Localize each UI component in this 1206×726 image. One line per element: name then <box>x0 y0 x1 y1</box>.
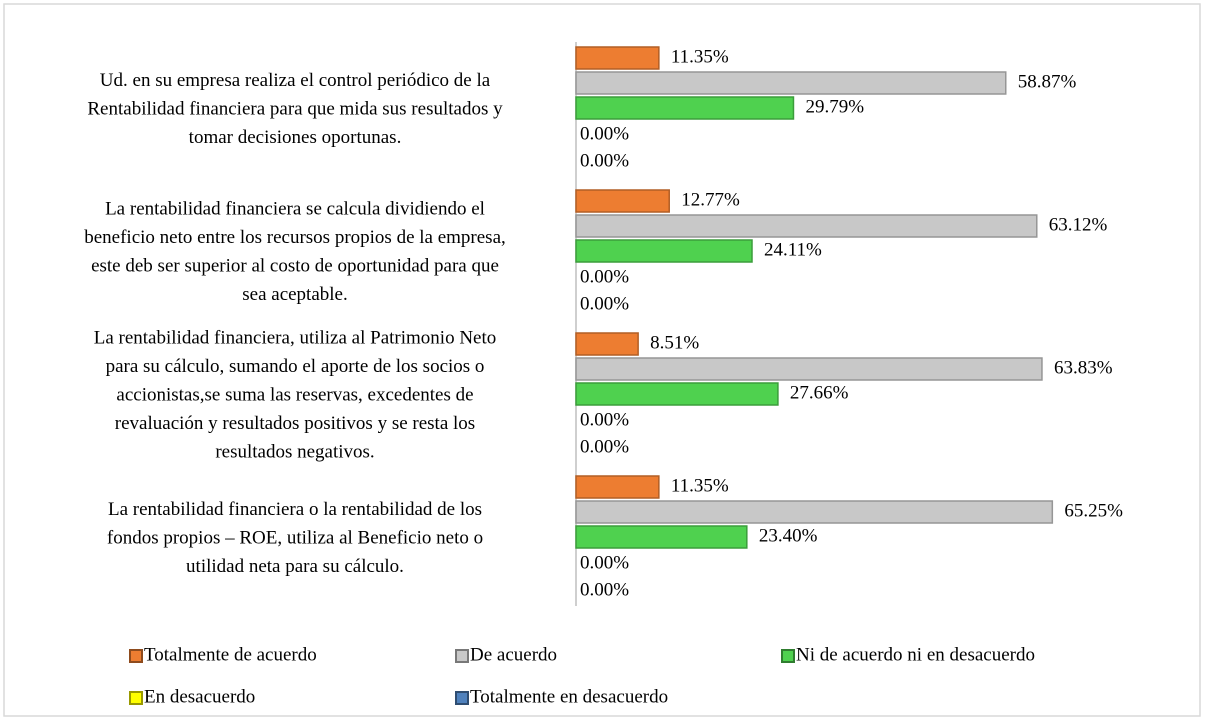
category-label: La rentabilidad financiera se calcula di… <box>105 199 485 220</box>
value-label: 0.00% <box>580 436 629 457</box>
bar <box>575 332 639 356</box>
category-label: Rentabilidad financiera para que mida su… <box>87 98 503 119</box>
value-label: 23.40% <box>759 525 818 546</box>
value-label: 58.87% <box>1018 71 1077 92</box>
bar <box>575 46 660 70</box>
category-label: este deb ser superior al costo de oportu… <box>91 256 499 277</box>
value-label: 0.00% <box>580 409 629 430</box>
legend-label: Totalmente de acuerdo <box>144 644 317 665</box>
category-label: La rentabilidad financiera o la rentabil… <box>108 499 482 520</box>
value-label: 65.25% <box>1064 500 1123 521</box>
value-label: 24.11% <box>764 239 822 260</box>
legend-label: De acuerdo <box>470 644 557 665</box>
legend-label: En desacuerdo <box>144 686 255 707</box>
value-label: 0.00% <box>580 123 629 144</box>
value-label: 8.51% <box>650 332 699 353</box>
legend-label: Totalmente en desacuerdo <box>470 686 668 707</box>
legend-label: Ni de acuerdo ni en desacuerdo <box>796 644 1035 665</box>
category-label: utilidad neta para su cálculo. <box>186 556 404 577</box>
bar <box>575 214 1038 238</box>
value-label: 63.83% <box>1054 357 1113 378</box>
legend-swatch <box>455 691 469 705</box>
value-label: 11.35% <box>671 475 729 496</box>
bar <box>575 500 1054 524</box>
bar <box>575 71 1007 95</box>
category-label: sea aceptable. <box>242 284 347 305</box>
value-label: 0.00% <box>580 579 629 600</box>
bar <box>575 96 795 120</box>
category-label: resultados negativos. <box>215 441 374 462</box>
legend-swatch <box>129 649 143 663</box>
category-label: accionistas,se suma las reservas, excede… <box>116 384 473 405</box>
category-label: Ud. en su empresa realiza el control per… <box>100 70 491 91</box>
value-label: 63.12% <box>1049 214 1108 235</box>
category-label: tomar decisiones oportunas. <box>189 127 402 148</box>
value-label: 29.79% <box>805 96 864 117</box>
value-label: 12.77% <box>681 189 740 210</box>
value-label: 0.00% <box>580 266 629 287</box>
value-label: 27.66% <box>790 382 849 403</box>
bar <box>575 357 1043 381</box>
value-label: 0.00% <box>580 293 629 314</box>
bar <box>575 382 779 406</box>
category-label: para su cálculo, sumando el aporte de lo… <box>106 356 485 377</box>
legend-swatch <box>455 649 469 663</box>
bar <box>575 525 748 549</box>
value-label: 0.00% <box>580 552 629 573</box>
legend-swatch <box>129 691 143 705</box>
category-label: beneficio neto entre los recursos propio… <box>84 227 506 248</box>
category-label: fondos propios – ROE, utiliza al Benefic… <box>107 527 483 548</box>
legend-swatch <box>781 649 795 663</box>
bar <box>575 189 670 213</box>
category-label: revaluación y resultados positivos y se … <box>115 413 475 434</box>
value-label: 0.00% <box>580 150 629 171</box>
bar <box>575 475 660 499</box>
category-label: La rentabilidad financiera, utiliza al P… <box>94 327 497 348</box>
value-label: 11.35% <box>671 46 729 67</box>
bar <box>575 239 753 263</box>
